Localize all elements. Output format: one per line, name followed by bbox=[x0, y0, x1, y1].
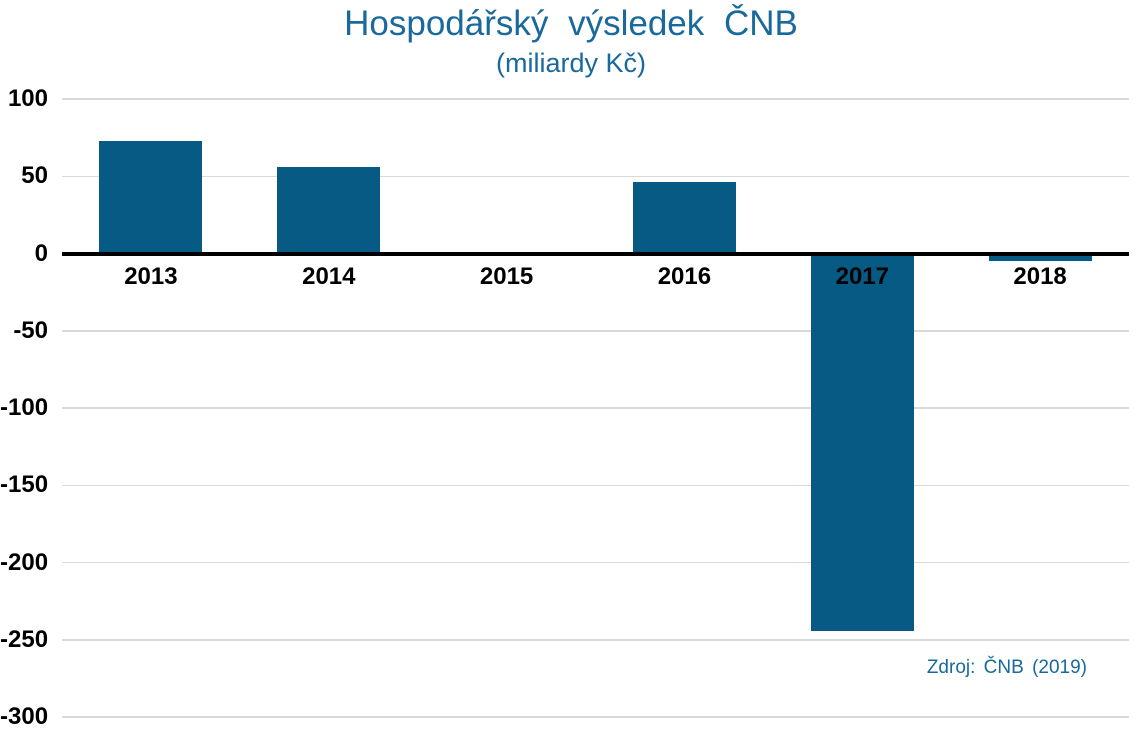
gridline bbox=[62, 330, 1129, 332]
gridline bbox=[62, 639, 1129, 641]
gridline bbox=[62, 98, 1129, 100]
x-tick-label-2017: 2017 bbox=[835, 263, 889, 290]
y-tick-label: -150 bbox=[0, 471, 49, 499]
bar-2013 bbox=[99, 140, 203, 254]
y-tick-label: -250 bbox=[0, 625, 49, 653]
y-tick-label: 100 bbox=[7, 85, 48, 112]
zero-line bbox=[62, 251, 1129, 256]
y-tick-label: -300 bbox=[0, 703, 49, 730]
bar-2016 bbox=[632, 182, 736, 254]
x-tick-label-2015: 2015 bbox=[479, 263, 534, 290]
gridline bbox=[62, 484, 1129, 486]
y-tick-label: -200 bbox=[0, 548, 49, 576]
bar-2018 bbox=[988, 253, 1092, 262]
y-tick-label: 50 bbox=[21, 162, 48, 190]
x-tick-label-2014: 2014 bbox=[302, 263, 356, 290]
x-tick-label-2016: 2016 bbox=[657, 263, 712, 290]
chart-title: Hospodářský výsledek ČNB bbox=[344, 4, 798, 43]
chart-subtitle: (miliardy Kč) bbox=[495, 48, 646, 78]
gridline bbox=[62, 175, 1129, 177]
x-tick-label-2018: 2018 bbox=[1013, 263, 1067, 290]
x-tick-label-2013: 2013 bbox=[124, 263, 178, 290]
gridline bbox=[62, 561, 1129, 564]
y-tick-label: 0 bbox=[34, 239, 48, 267]
bar-2017 bbox=[810, 253, 914, 631]
y-tick-label: -100 bbox=[0, 394, 49, 421]
y-tick-label: -50 bbox=[13, 316, 48, 344]
source-note: Zdroj: ČNB (2019) bbox=[926, 657, 1087, 678]
gridline bbox=[62, 716, 1129, 718]
gridline bbox=[62, 407, 1129, 409]
bar-2014 bbox=[277, 167, 381, 254]
